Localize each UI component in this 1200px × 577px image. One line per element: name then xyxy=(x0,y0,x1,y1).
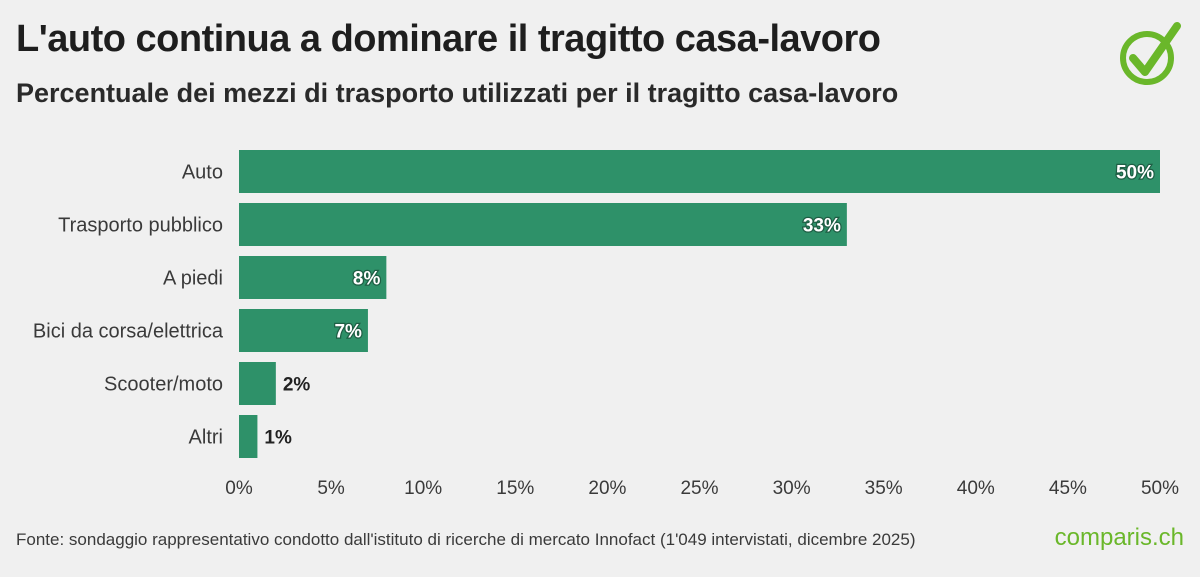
x-tick-label: 35% xyxy=(865,478,903,499)
x-tick-label: 20% xyxy=(588,478,626,499)
data-label: 7% xyxy=(334,322,362,343)
category-label: Altri xyxy=(189,427,223,449)
category-label: A piedi xyxy=(163,268,223,290)
category-label: Auto xyxy=(182,162,223,184)
x-tick-label: 50% xyxy=(1141,478,1179,499)
source-note: Fonte: sondaggio rappresentativo condott… xyxy=(16,530,916,549)
x-tick-label: 10% xyxy=(404,478,442,499)
data-label: 8% xyxy=(353,269,381,290)
x-tick-label: 15% xyxy=(496,478,534,499)
bar-1 xyxy=(239,203,847,246)
x-tick-label: 0% xyxy=(225,478,253,499)
x-tick-label: 45% xyxy=(1049,478,1087,499)
bar-4 xyxy=(239,362,276,405)
brand-logo[interactable]: comparis.ch xyxy=(1054,524,1184,551)
bar-0 xyxy=(239,150,1160,193)
x-tick-label: 30% xyxy=(773,478,811,499)
data-label: 50% xyxy=(1116,163,1154,184)
bar-chart: Auto 50% Trasporto pubblico 33% A piedi 8% Bic… xyxy=(33,150,1179,499)
x-tick-label: 25% xyxy=(680,478,718,499)
bar-3 xyxy=(239,309,368,352)
chart-subtitle: Percentuale dei mezzi di trasporto utili… xyxy=(16,78,899,108)
bar-5 xyxy=(239,415,258,458)
bar-2 xyxy=(239,256,387,299)
x-tick-label: 40% xyxy=(957,478,995,499)
x-tick-label: 5% xyxy=(317,478,345,499)
data-label: 33% xyxy=(803,216,841,237)
category-label: Trasporto pubblico xyxy=(58,215,223,237)
data-label: 1% xyxy=(264,428,292,449)
data-label: 2% xyxy=(283,375,311,396)
category-label: Scooter/moto xyxy=(104,374,223,396)
check-logo-icon xyxy=(1120,22,1181,85)
chart-title: L'auto continua a dominare il tragitto c… xyxy=(16,18,881,60)
category-label: Bici da corsa/elettrica xyxy=(33,321,224,343)
